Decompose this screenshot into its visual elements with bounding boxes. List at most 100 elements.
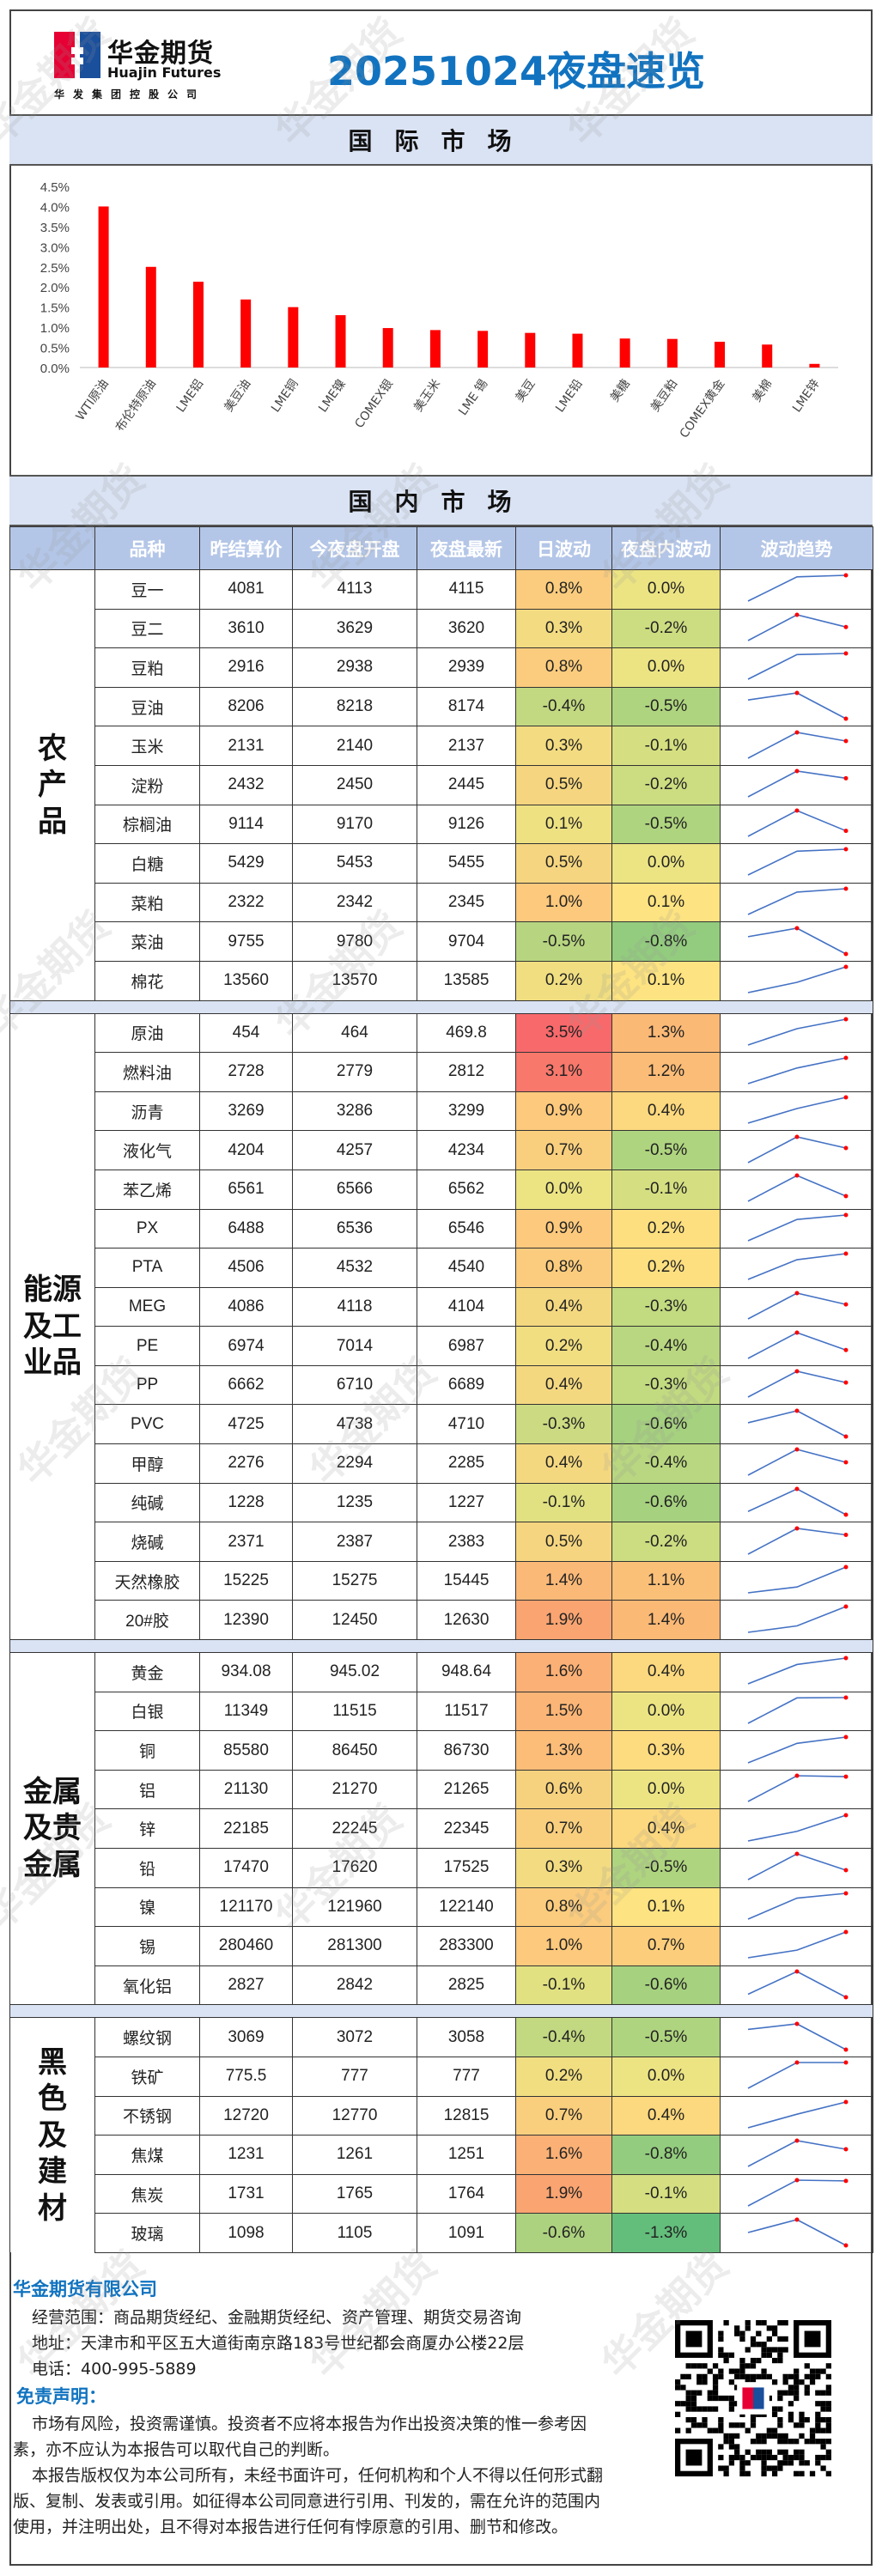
sparkline-line (747, 1057, 846, 1085)
sparkline-chart (747, 1604, 848, 1633)
sparkline-line (747, 1214, 846, 1242)
sparkline-marker (794, 769, 799, 774)
daily-change: 0.5% (515, 843, 612, 884)
y-tick-label: 3.5% (40, 221, 70, 235)
prev-settle: 4725 (199, 1404, 293, 1445)
night-change: -0.4% (611, 1326, 721, 1366)
sparkline-chart (747, 1330, 848, 1359)
night-open: 777 (292, 2056, 417, 2097)
night-latest: 469.8 (417, 1012, 516, 1054)
bar (477, 331, 489, 368)
qr-code-icon[interactable] (675, 2320, 831, 2476)
product-name: 甲醇 (94, 1443, 200, 1484)
night-latest: 2383 (417, 1522, 516, 1562)
night-change: 0.4% (611, 1091, 721, 1132)
night-open: 4532 (292, 1248, 417, 1288)
prev-settle: 121170 (199, 1886, 293, 1928)
night-open: 3629 (292, 608, 417, 649)
prev-settle: 3269 (199, 1091, 293, 1132)
prev-settle: 6974 (199, 1326, 293, 1366)
logo-chinese-name: 华金期货 (107, 39, 214, 69)
sparkline-chart (747, 1929, 848, 1959)
category-header (9, 526, 95, 570)
sparkline-line (747, 614, 846, 641)
night-change: -0.6% (611, 1482, 721, 1523)
night-latest: 3058 (417, 2017, 516, 2057)
y-tick-label: 0.5% (40, 342, 70, 356)
prev-settle: 2916 (199, 647, 293, 688)
product-name: 螺纹钢 (94, 2017, 200, 2057)
sparkline-chart (747, 1134, 848, 1163)
night-open: 4118 (292, 1286, 417, 1327)
trend-sparkline (720, 1926, 873, 1966)
sparkline-marker (843, 1434, 848, 1439)
sparkline-line (747, 770, 846, 798)
sparkline-line (747, 1292, 846, 1320)
sparkline-line (747, 653, 846, 681)
section-separator (9, 999, 873, 1014)
sparkline-chart (747, 2099, 848, 2129)
y-tick-label: 1.0% (40, 321, 70, 336)
sparkline-chart (747, 1891, 848, 1920)
sparkline-line (747, 1697, 846, 1724)
table-row: 锌 22185 22245 22345 0.7% 0.4% (10, 1808, 873, 1849)
prev-settle: 5429 (199, 843, 293, 884)
night-latest: 2939 (417, 647, 516, 688)
product-name: 铁矿 (94, 2056, 200, 2097)
product-name: 铝 (94, 1769, 200, 1810)
product-name: 镍 (94, 1886, 200, 1928)
sparkline-marker (794, 2021, 799, 2026)
table-row: 锡 280460 281300 283300 1.0% 0.7% (10, 1926, 873, 1966)
daily-change: 0.8% (515, 647, 612, 688)
sparkline-line (747, 966, 846, 994)
prev-settle: 2432 (199, 764, 293, 805)
table-row: 玻璃 1098 1105 1091 -0.6% -1.3% (10, 2213, 873, 2253)
x-tick-label: 美豆粕 (648, 377, 680, 415)
night-latest: 2345 (417, 882, 516, 923)
night-open: 2342 (292, 882, 417, 923)
prev-settle: 8206 (199, 686, 293, 727)
product-name: 菜粕 (94, 882, 200, 923)
prev-settle: 1228 (199, 1482, 293, 1523)
sparkline-marker (794, 1369, 799, 1374)
sparkline-chart (747, 886, 848, 915)
column-header: 昨结算价 (199, 526, 293, 570)
night-latest: 4115 (417, 569, 516, 610)
night-latest: 6689 (417, 1364, 516, 1406)
column-header: 日波动 (515, 526, 612, 570)
sparkline-marker (843, 1194, 848, 1199)
bar (192, 282, 204, 368)
daily-change: 0.6% (515, 1769, 612, 1810)
trend-sparkline (720, 1769, 873, 1810)
prev-settle: 21130 (199, 1769, 293, 1810)
bar (666, 338, 678, 368)
night-change: 0.0% (611, 843, 721, 884)
night-open: 9170 (292, 804, 417, 845)
x-tick-label: LME 锡 (456, 377, 490, 418)
sparkline-line (747, 927, 846, 955)
sparkline-marker (843, 1868, 848, 1873)
sparkline-line (747, 1527, 846, 1555)
night-open: 6566 (292, 1169, 417, 1210)
night-latest: 2137 (417, 726, 516, 766)
night-change: -0.8% (611, 2135, 721, 2175)
prev-settle: 4081 (199, 569, 293, 610)
night-latest: 15445 (417, 1560, 516, 1601)
product-name: 不锈钢 (94, 2095, 200, 2136)
night-change: 0.4% (611, 2095, 721, 2136)
sparkline-chart (747, 1773, 848, 1802)
sparkline-marker (843, 651, 848, 656)
section-separator (9, 2004, 873, 2019)
x-tick-label: COMEX银 (352, 377, 396, 431)
night-change: 0.0% (611, 1769, 721, 1810)
column-header: 夜盘最新 (417, 526, 516, 570)
column-header: 今夜盘开盘 (292, 526, 417, 570)
daily-change: -0.1% (515, 1482, 612, 1523)
sparkline-chart (747, 926, 848, 957)
sparkline-line (747, 1253, 846, 1281)
sparkline-line (747, 1893, 846, 1920)
product-name: 液化气 (94, 1130, 200, 1170)
night-latest: 1251 (417, 2135, 516, 2175)
night-change: 0.0% (611, 647, 721, 688)
category-text: 能源及工业品 (23, 1273, 82, 1380)
